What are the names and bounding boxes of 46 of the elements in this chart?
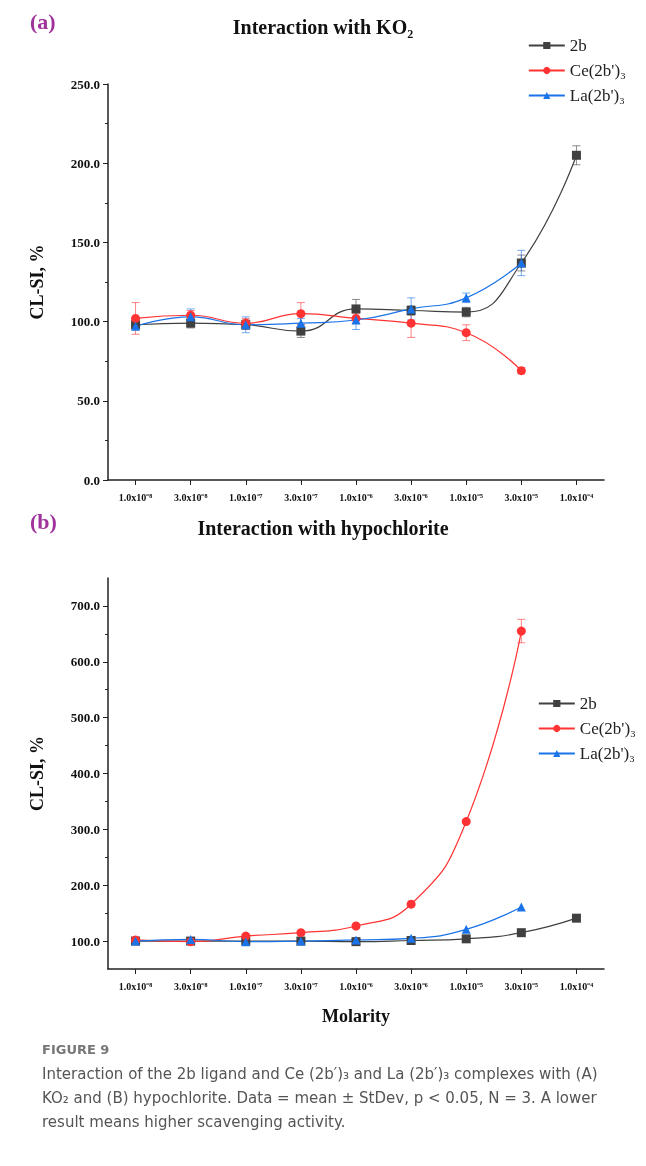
chart-title: Interaction with hypochlorite <box>197 517 449 540</box>
x-tick-label: 1.0x10⁻⁴ <box>559 491 594 503</box>
x-axis-title: Molarity <box>322 1006 390 1026</box>
y-tick-label: 100.0 <box>70 933 100 949</box>
y-tick-label: 300.0 <box>70 821 100 837</box>
legend-label: 2b <box>569 36 587 55</box>
x-tick-label: 3.0x10⁻⁷ <box>284 491 318 503</box>
x-tick-label: 1.0x10⁻⁵ <box>449 980 483 992</box>
y-tick-label: 100.0 <box>70 314 100 330</box>
x-tick-label: 1.0x10⁻⁶ <box>339 980 373 992</box>
y-tick-label: 200.0 <box>70 877 100 893</box>
y-tick-label: 150.0 <box>70 234 100 250</box>
y-tick-label: 0.0 <box>83 472 100 488</box>
x-tick-label: 1.0x10⁻⁴ <box>559 980 594 992</box>
x-tick-label: 1.0x10⁻⁸ <box>118 980 153 992</box>
x-tick-label: 3.0x10⁻⁵ <box>504 491 539 503</box>
legend-label: 2b <box>579 694 597 713</box>
x-tick-label: 3.0x10⁻⁸ <box>173 980 208 992</box>
y-axis-title: CL-SI, % <box>27 244 47 320</box>
x-tick-label: 1.0x10⁻⁷ <box>229 491 263 503</box>
legend-label: La(2b')₃ <box>569 86 626 105</box>
x-tick-label: 1.0x10⁻⁶ <box>339 491 373 503</box>
y-tick-label: 700.0 <box>70 598 100 614</box>
y-tick-label: 400.0 <box>70 766 100 781</box>
x-tick-label: 3.0x10⁻⁶ <box>394 491 428 503</box>
y-tick-label: 200.0 <box>70 155 100 171</box>
x-tick-label: 1.0x10⁻⁵ <box>449 491 483 503</box>
x-tick-label: 3.0x10⁻⁶ <box>394 980 428 992</box>
y-tick-label: 500.0 <box>70 710 100 726</box>
text: Interaction of the 2b ligand and Ce (2b′)₃ and La (2b′)₃ complexes with (A) KO₂ and (B) hypochlorite. Data = mean ± StDev, p < 0.05, N = 3. A lower result means higher scavenging activity. <box>42 1064 599 1133</box>
x-tick-label: 3.0x10⁻⁵ <box>504 980 539 992</box>
legend-label: La(2b')₃ <box>579 744 636 763</box>
x-tick-label: 3.0x10⁻⁸ <box>173 491 208 503</box>
y-tick-label: 600.0 <box>70 654 100 670</box>
x-tick-label: 1.0x10⁻⁷ <box>229 980 263 992</box>
legend-label: Ce(2b')₃ <box>579 719 637 738</box>
y-tick-label: 250.0 <box>70 76 100 92</box>
chart-title: Interaction with KO₂ <box>232 16 414 38</box>
legend-label: Ce(2b')₃ <box>569 61 627 80</box>
x-tick-label: 3.0x10⁻⁷ <box>284 980 318 992</box>
y-tick-label: 50.0 <box>77 393 100 409</box>
x-tick-label: 1.0x10⁻⁸ <box>118 491 153 503</box>
text: (a) <box>30 8 56 34</box>
text: (b) <box>30 508 57 534</box>
caption: FIGURE 9 <box>42 1041 111 1059</box>
y-axis-title: CL-SI, % <box>27 735 47 812</box>
